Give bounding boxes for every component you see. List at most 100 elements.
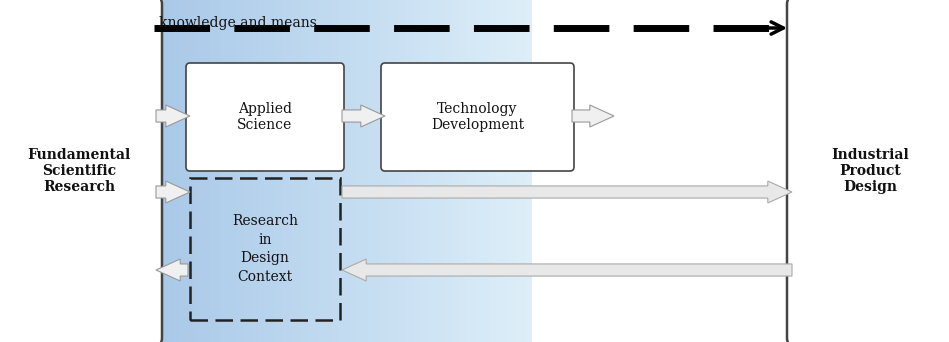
Text: knowledge and means: knowledge and means <box>159 16 317 30</box>
Bar <box>226 0 232 342</box>
Bar <box>421 0 427 342</box>
Bar <box>512 0 517 342</box>
Bar <box>278 0 284 342</box>
Bar <box>244 0 250 342</box>
Bar <box>406 0 412 342</box>
FancyBboxPatch shape <box>0 0 162 342</box>
Polygon shape <box>156 259 188 281</box>
Bar <box>432 0 438 342</box>
Bar <box>240 0 246 342</box>
Bar <box>327 0 333 342</box>
Bar <box>218 0 224 342</box>
Bar <box>236 0 243 342</box>
Bar <box>489 0 494 342</box>
Bar <box>481 0 487 342</box>
Bar <box>372 0 378 342</box>
Bar <box>353 0 359 342</box>
Bar <box>425 0 431 342</box>
Bar <box>477 0 483 342</box>
FancyBboxPatch shape <box>186 63 344 171</box>
Bar <box>485 0 491 342</box>
Bar <box>349 0 355 342</box>
Bar <box>508 0 513 342</box>
Polygon shape <box>342 105 385 127</box>
Bar <box>364 0 370 342</box>
Bar <box>436 0 442 342</box>
Bar <box>173 0 178 342</box>
Bar <box>222 0 228 342</box>
Bar <box>342 0 347 342</box>
Bar <box>357 0 363 342</box>
Bar <box>399 0 404 342</box>
Bar <box>248 0 253 342</box>
Bar <box>154 0 159 342</box>
Bar <box>169 0 175 342</box>
Bar <box>519 0 525 342</box>
Bar <box>458 0 464 342</box>
Bar <box>207 0 213 342</box>
Bar <box>500 0 506 342</box>
Bar <box>297 0 303 342</box>
Bar <box>466 0 472 342</box>
Bar <box>263 0 269 342</box>
Bar <box>274 0 280 342</box>
Bar <box>177 0 182 342</box>
Bar <box>203 0 209 342</box>
Bar <box>270 0 276 342</box>
Bar <box>180 0 186 342</box>
Text: Applied
Science: Applied Science <box>237 102 292 132</box>
Bar <box>251 0 257 342</box>
Bar <box>192 0 197 342</box>
Bar <box>312 0 318 342</box>
Bar <box>443 0 449 342</box>
Bar <box>267 0 272 342</box>
Bar <box>462 0 468 342</box>
Bar <box>211 0 216 342</box>
Bar <box>504 0 510 342</box>
Bar <box>345 0 351 342</box>
Polygon shape <box>156 181 190 203</box>
Bar <box>418 0 423 342</box>
Bar <box>387 0 393 342</box>
Bar <box>255 0 261 342</box>
Bar <box>380 0 385 342</box>
Bar <box>165 0 171 342</box>
Bar <box>286 0 291 342</box>
Bar <box>361 0 366 342</box>
Bar <box>259 0 265 342</box>
Bar <box>230 0 235 342</box>
Bar <box>496 0 502 342</box>
Bar <box>383 0 389 342</box>
Text: Research
in
Design
Context: Research in Design Context <box>232 214 298 284</box>
Bar <box>451 0 456 342</box>
Bar <box>199 0 205 342</box>
Bar <box>158 0 163 342</box>
Bar <box>301 0 307 342</box>
Bar <box>305 0 310 342</box>
Bar <box>515 0 521 342</box>
Bar <box>184 0 190 342</box>
Polygon shape <box>156 105 190 127</box>
Bar <box>470 0 475 342</box>
Bar <box>324 0 329 342</box>
Polygon shape <box>342 181 792 203</box>
Bar <box>214 0 220 342</box>
Bar <box>161 0 167 342</box>
Bar <box>334 0 341 342</box>
Bar <box>439 0 445 342</box>
Bar <box>320 0 326 342</box>
FancyBboxPatch shape <box>787 0 949 342</box>
Bar <box>429 0 435 342</box>
Bar <box>376 0 381 342</box>
Bar <box>402 0 408 342</box>
Bar <box>368 0 374 342</box>
FancyBboxPatch shape <box>381 63 574 171</box>
Bar <box>395 0 400 342</box>
Bar <box>447 0 453 342</box>
Bar <box>188 0 194 342</box>
Bar <box>527 0 532 342</box>
Bar <box>289 0 295 342</box>
Bar <box>414 0 419 342</box>
Bar <box>293 0 299 342</box>
Bar <box>338 0 344 342</box>
